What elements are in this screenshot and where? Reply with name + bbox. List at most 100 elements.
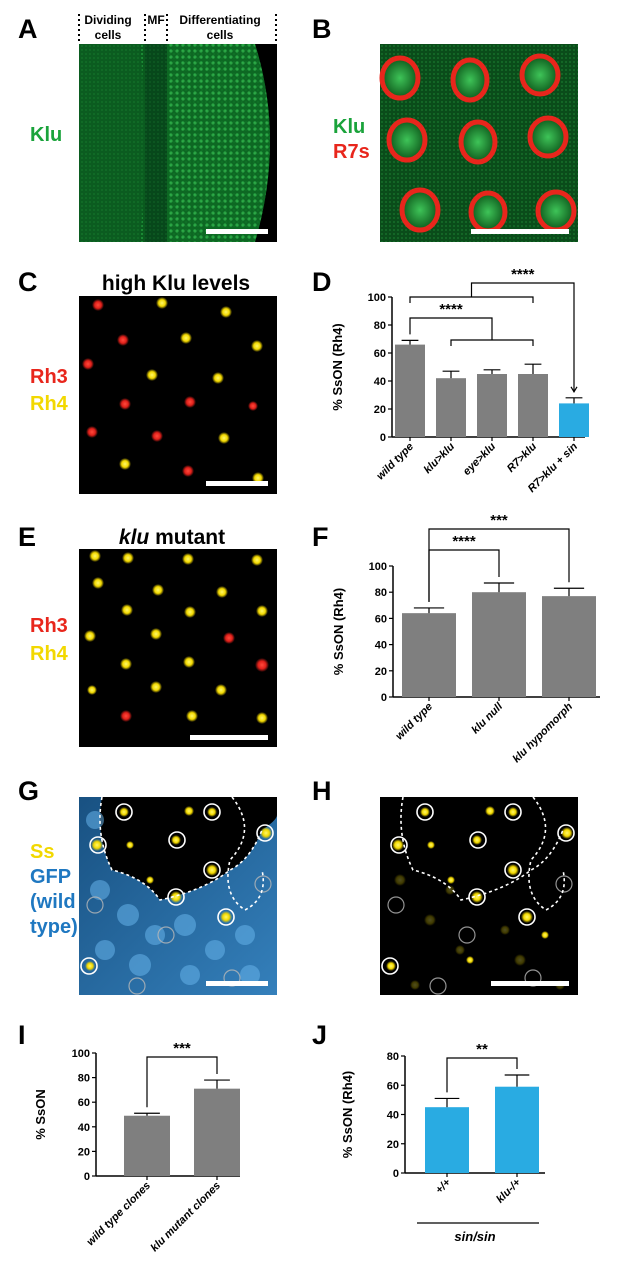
bar [518, 374, 548, 437]
y-axis-label: % SsON (Rh4) [340, 1071, 355, 1158]
y-tick-label: 0 [380, 432, 386, 444]
y-tick-label: 100 [369, 561, 387, 573]
panel-g-image [79, 796, 277, 995]
bar [477, 374, 507, 437]
category-label: klu null [469, 700, 505, 736]
panel-c-stain-rh3: Rh3 [30, 366, 68, 388]
panel-label-i: I [18, 1020, 26, 1050]
bar [495, 1086, 539, 1173]
y-axis-label: % SsON [33, 1089, 48, 1140]
panel-g-stain-ss: Ss [30, 841, 54, 863]
panel-b-stain-klu: Klu [333, 116, 365, 138]
bar [559, 403, 589, 437]
significance-stars: ** [476, 1041, 488, 1058]
bar [124, 1115, 170, 1176]
y-tick-label: 80 [375, 587, 387, 599]
y-tick-label: 20 [374, 404, 386, 416]
significance-stars: **** [452, 533, 476, 550]
y-tick-label: 60 [78, 1097, 90, 1109]
significance-stars: *** [173, 1040, 191, 1057]
header-differentiating-line1: Differentiating [179, 13, 260, 27]
significance-stars: **** [511, 266, 535, 283]
panel-a-image [79, 44, 277, 242]
y-tick-label: 40 [387, 1110, 399, 1122]
significance-bracket [446, 1057, 518, 1093]
bar [436, 378, 466, 437]
chart-j: 0 20 40 60 80 % SsON (Rh4) +/+ klu-/+ ** sin/sin [340, 1041, 545, 1244]
category-label: klu mutant clones [148, 1180, 223, 1255]
panel-label-f: F [312, 522, 329, 552]
y-tick-label: 0 [393, 1168, 399, 1180]
panel-b-stain-r7s: R7s [333, 141, 370, 163]
chart-d: 0 20 40 60 80 100 % SsON (Rh4) wild type klu>klu… [330, 266, 589, 495]
panel-e-stain-rh4: Rh4 [30, 643, 69, 665]
panel-g-stain-gfp: GFP [30, 866, 71, 888]
panel-g-stain-wild: (wild [30, 891, 76, 913]
chart-f: 0 20 40 60 80 100 % SsON (Rh4) wild type klu nul… [331, 512, 600, 765]
bar [194, 1088, 240, 1176]
bar [542, 596, 596, 697]
y-axis-label: % SsON (Rh4) [331, 588, 346, 675]
bar [402, 613, 456, 697]
panel-e-title: klu mutant [119, 526, 225, 549]
panel-h-image [380, 796, 578, 995]
category-label: klu>klu [422, 440, 458, 476]
panel-label-a: A [18, 14, 38, 44]
y-tick-label: 20 [375, 666, 387, 678]
significance-stars: *** [490, 512, 508, 529]
significance-bracket [428, 528, 570, 602]
y-axis-label: % SsON (Rh4) [330, 323, 345, 410]
category-label: wild type clones [85, 1180, 154, 1249]
y-tick-label: 40 [375, 640, 387, 652]
y-tick-label: 60 [387, 1080, 399, 1092]
panel-label-j: J [312, 1020, 327, 1050]
panel-label-b: B [312, 14, 332, 44]
header-mf: MF [147, 13, 164, 27]
category-label: klu-/+ [494, 1176, 523, 1205]
y-tick-label: 80 [374, 320, 386, 332]
y-tick-label: 20 [387, 1139, 399, 1151]
scale-bar [491, 981, 569, 986]
significance-bracket [409, 317, 534, 346]
y-tick-label: 0 [381, 692, 387, 704]
panel-e-title-italic: klu [119, 526, 150, 549]
scale-bar [471, 229, 569, 234]
category-label: klu hypomorph [510, 700, 575, 765]
category-label: +/+ [433, 1176, 453, 1196]
category-label: R7>klu [505, 440, 539, 474]
y-tick-label: 80 [78, 1073, 90, 1085]
scale-bar [206, 981, 268, 986]
panel-g-stain-type: type) [30, 916, 78, 938]
y-tick-label: 100 [368, 292, 386, 304]
panel-label-e: E [18, 522, 36, 552]
y-tick-label: 60 [374, 348, 386, 360]
bar [425, 1107, 469, 1173]
panel-c-title: high Klu levels [102, 272, 250, 295]
y-tick-label: 80 [387, 1051, 399, 1063]
y-tick-label: 100 [72, 1048, 90, 1060]
significance-bracket [146, 1056, 218, 1108]
arrow-head [570, 386, 578, 393]
panel-e-image [79, 549, 277, 747]
significance-stars: **** [439, 301, 463, 318]
panel-label-c: C [18, 267, 38, 297]
y-tick-label: 40 [374, 376, 386, 388]
scale-bar [190, 735, 268, 740]
panel-label-d: D [312, 267, 332, 297]
panel-label-h: H [312, 776, 332, 806]
panel-c-image [79, 296, 277, 494]
category-label: wild type [393, 701, 435, 743]
y-tick-label: 0 [84, 1171, 90, 1183]
panel-e-title-rest: mutant [149, 526, 225, 549]
header-dividers [78, 14, 277, 44]
panel-a-stain-klu: Klu [30, 124, 62, 146]
y-tick-label: 40 [78, 1122, 90, 1134]
scale-bar [206, 229, 268, 234]
panel-label-g: G [18, 776, 39, 806]
y-tick-label: 20 [78, 1146, 90, 1158]
category-label: wild type [374, 441, 416, 483]
bar [395, 344, 425, 437]
panel-e-stain-rh3: Rh3 [30, 615, 68, 637]
